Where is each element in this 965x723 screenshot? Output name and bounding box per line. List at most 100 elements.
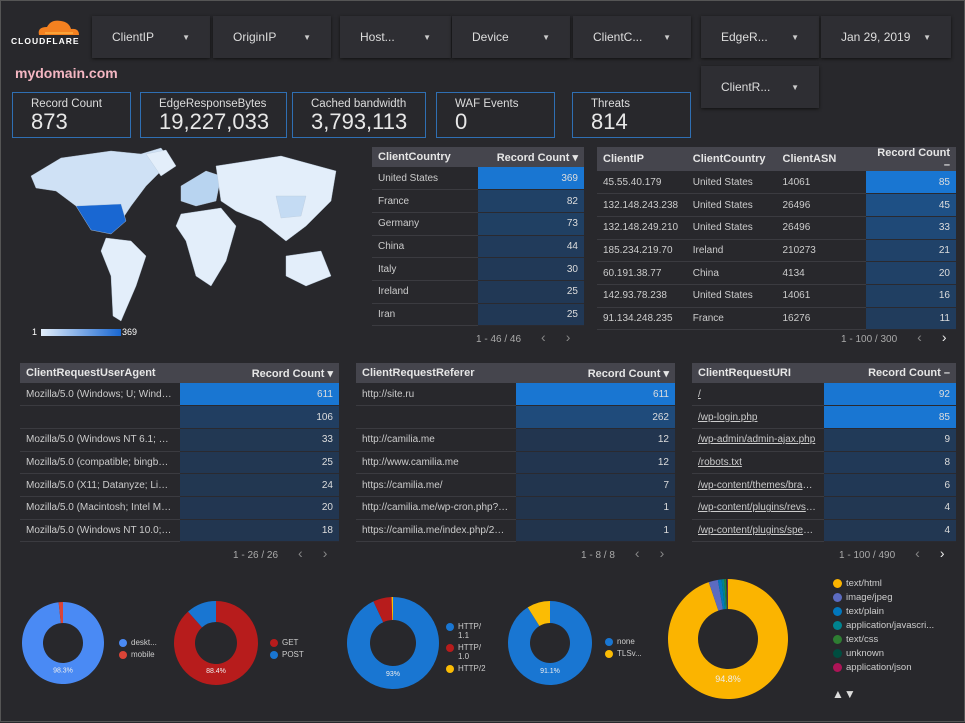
prev-page-icon[interactable]: ‹ <box>634 545 640 561</box>
filter-host[interactable]: Host... ▼ <box>340 16 451 58</box>
table-row[interactable]: /wp-content/plugins/revslider/rs-p...4 <box>692 496 956 520</box>
next-page-icon[interactable]: › <box>322 545 328 561</box>
table-row[interactable]: 185.234.219.70 Ireland 210273 21 <box>597 239 956 263</box>
legend-item[interactable]: image/jpeg <box>833 592 934 603</box>
donut-slice[interactable] <box>708 579 723 611</box>
table-row[interactable]: 132.148.243.238 United States 26496 45 <box>597 193 956 217</box>
donut-slice[interactable] <box>347 597 439 689</box>
table-row[interactable]: Mozilla/5.0 (Macintosh; Intel Mac OS X 1… <box>20 496 339 520</box>
table-row[interactable]: 132.148.249.210 United States 26496 33 <box>597 216 956 240</box>
table-row[interactable]: 142.93.78.238 United States 14061 16 <box>597 284 956 308</box>
legend-item[interactable]: application/javascri... <box>833 620 934 631</box>
table-row[interactable]: France 82 <box>372 189 584 213</box>
table-row[interactable]: 262 <box>356 405 675 429</box>
filter-originip[interactable]: OriginIP ▼ <box>213 16 331 58</box>
prev-page-icon[interactable]: ‹ <box>541 329 546 345</box>
column-header[interactable]: Record Count ▾ <box>515 363 675 383</box>
filter-clientcountry[interactable]: ClientC... ▼ <box>573 16 691 58</box>
uri-link[interactable]: / <box>698 388 701 400</box>
filter-clientip[interactable]: ClientIP ▼ <box>92 16 210 58</box>
table-row[interactable]: United States 369 <box>372 167 584 191</box>
donut-slice[interactable] <box>727 579 728 610</box>
legend-item[interactable]: text/plain <box>833 606 934 617</box>
column-header[interactable]: ClientASN <box>776 147 867 171</box>
donut-slice[interactable] <box>373 597 393 623</box>
filter-device[interactable]: Device ▼ <box>452 16 570 58</box>
donut-slice[interactable] <box>391 597 393 621</box>
legend-item[interactable]: HTTP/2 <box>446 664 486 673</box>
table-row[interactable]: https://camilia.me/index.php/2019/01/26/… <box>356 519 675 543</box>
table-row[interactable]: /robots.txt 8 <box>692 451 956 475</box>
world-map[interactable] <box>21 146 351 331</box>
donut-slice[interactable] <box>174 601 258 685</box>
next-page-icon[interactable]: › <box>565 329 571 345</box>
legend-item[interactable]: deskt... <box>119 638 157 647</box>
legend-item[interactable]: HTTP/ 1.1 <box>446 622 481 640</box>
column-header[interactable]: ClientRequestReferer <box>356 363 516 383</box>
table-row[interactable]: Mozilla/5.0 (X11; Datanyze; Linux x86_64… <box>20 473 339 497</box>
filter-clientr[interactable]: ClientR... ▼ <box>701 66 819 108</box>
next-page-icon[interactable]: › <box>941 329 947 345</box>
legend-pager[interactable]: ▲▼ <box>832 687 856 701</box>
legend-item[interactable]: TLSv... <box>605 649 642 658</box>
table-row[interactable]: Iran 25 <box>372 303 584 327</box>
donut-slice[interactable] <box>668 579 789 699</box>
uri-link[interactable]: /wp-admin/admin-ajax.php <box>698 434 816 446</box>
table-row[interactable]: /wp-login.php 85 <box>692 405 956 429</box>
prev-page-icon[interactable]: ‹ <box>915 545 920 561</box>
table-row[interactable]: http://camilia.me/wp-cron.php?doing_wp_c… <box>356 496 675 520</box>
donut-slice[interactable] <box>527 601 550 627</box>
table-row[interactable]: /wp-content/themes/brandon/plu...6 <box>692 473 956 497</box>
table-row[interactable]: / 92 <box>692 383 956 407</box>
table-row[interactable]: Italy 30 <box>372 257 584 281</box>
table-row[interactable]: Ireland 25 <box>372 280 584 304</box>
filter-edge[interactable]: EdgeR... ▼ <box>701 16 819 58</box>
prev-page-icon[interactable]: ‹ <box>298 545 303 561</box>
table-row[interactable]: 106 <box>20 405 339 429</box>
legend-item[interactable]: unknown <box>833 648 934 659</box>
uri-link[interactable]: /wp-content/plugins/revslider/rs-p... <box>698 502 824 514</box>
table-row[interactable]: 91.134.248.235 France 16276 11 <box>597 307 956 331</box>
table-row[interactable]: https://camilia.me/7 <box>356 473 675 497</box>
donut-slice[interactable] <box>21 602 104 684</box>
donut-slice[interactable] <box>58 602 63 624</box>
donut-slice[interactable] <box>507 601 592 685</box>
column-header[interactable]: ClientCountry <box>372 147 478 167</box>
legend-item[interactable]: POST <box>270 650 304 659</box>
date-range-picker[interactable]: Jan 29, 2019 ▼ <box>821 16 951 58</box>
legend-item[interactable]: GET <box>270 638 304 647</box>
donut-slice[interactable] <box>717 579 725 610</box>
table-row[interactable]: http://www.camilia.me 12 <box>356 451 675 475</box>
donut-slice[interactable] <box>721 579 727 610</box>
column-header[interactable]: Record Count ▾ <box>179 363 339 383</box>
legend-item[interactable]: text/html <box>833 578 934 589</box>
table-row[interactable]: http://camilia.me 12 <box>356 428 675 452</box>
table-row[interactable]: /wp-admin/admin-ajax.php 9 <box>692 428 956 452</box>
table-row[interactable]: Mozilla/5.0 (Windows NT 10.0; Win64; x64… <box>20 519 339 543</box>
column-header[interactable]: ClientRequestUserAgent <box>20 363 180 383</box>
table-row[interactable]: Mozilla/5.0 (Windows NT 6.1; Win64; x64;… <box>20 428 339 452</box>
uri-link[interactable]: /wp-login.php <box>698 411 758 423</box>
legend-item[interactable]: HTTP/ 1.0 <box>446 643 481 661</box>
legend-item[interactable]: application/json <box>833 662 934 673</box>
table-row[interactable]: Mozilla/5.0 (compatible; bingbot/2.0; +h… <box>20 451 339 475</box>
table-row[interactable]: 45.55.40.179 United States 14061 85 <box>597 171 956 195</box>
table-row[interactable]: http://site.ru 611 <box>356 383 675 407</box>
column-header[interactable]: Record Count – <box>866 147 956 171</box>
legend-item[interactable]: text/css <box>833 634 934 645</box>
prev-page-icon[interactable]: ‹ <box>917 329 922 345</box>
table-row[interactable]: /wp-content/plugins/speed-booste...4 <box>692 519 956 543</box>
uri-link[interactable]: /wp-content/themes/brandon/plu... <box>698 479 824 491</box>
legend-item[interactable]: mobile <box>119 650 157 659</box>
column-header[interactable]: ClientRequestURI <box>692 363 824 383</box>
table-row[interactable]: Mozilla/5.0 (Windows; U; Windows NT 5.1;… <box>20 383 339 407</box>
uri-link[interactable]: /robots.txt <box>698 456 742 468</box>
donut-slice[interactable] <box>724 579 728 610</box>
column-header[interactable]: ClientIP <box>597 147 687 171</box>
column-header[interactable]: ClientCountry <box>686 147 777 171</box>
next-page-icon[interactable]: › <box>659 545 665 561</box>
donut-slice[interactable] <box>188 601 216 628</box>
legend-item[interactable]: none <box>605 637 642 646</box>
next-page-icon[interactable]: › <box>939 545 945 561</box>
uri-link[interactable]: /wp-content/plugins/speed-booste... <box>698 524 824 536</box>
